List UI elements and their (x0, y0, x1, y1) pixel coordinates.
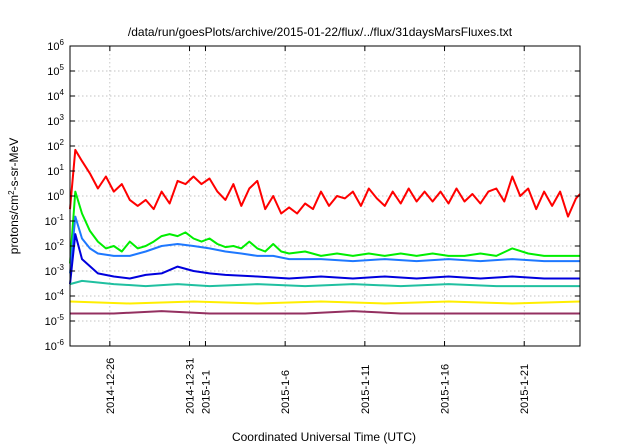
y-tick-label-exponent: 0 (60, 188, 65, 197)
x-tick-labels: 2014-12-26 2014-12-31 2015-1-1 2015-1-6 2015… (105, 358, 531, 414)
y-tick-label: 10-6 (45, 338, 65, 353)
y-tick-label-base: 10 (45, 341, 57, 353)
y-tick-label-base: 10 (45, 241, 57, 253)
y-tick-label-base: 10 (47, 41, 59, 53)
series-line-2 (69, 190, 580, 264)
x-tick-label: 2015-1-1 (200, 370, 212, 414)
y-tick-label-exponent: -4 (57, 288, 65, 297)
series-layer (69, 148, 581, 315)
y-tick-label: 10-2 (45, 238, 65, 253)
y-tick-label-exponent: -1 (57, 213, 65, 222)
y-tick-label-base: 10 (47, 141, 59, 153)
y-tick-label-exponent: -6 (57, 338, 65, 347)
series-line-7 (70, 310, 580, 315)
y-tick-label-exponent: 1 (60, 163, 65, 172)
y-tick-label-exponent: -3 (57, 263, 65, 272)
y-tick-label-base: 10 (45, 316, 57, 328)
y-tick-label-base: 10 (47, 116, 59, 128)
y-tick-label: 104 (47, 88, 64, 103)
y-tick-label: 10-4 (45, 288, 65, 303)
y-tick-labels: 10-610-510-410-310-210-11001011021031041… (45, 38, 65, 353)
y-tick-label-exponent: -5 (57, 313, 65, 322)
y-tick-label-exponent: -2 (57, 238, 65, 247)
y-tick-label-base: 10 (45, 291, 57, 303)
y-axis-label-pre: protons/cm (7, 195, 21, 254)
y-tick-label: 10-3 (45, 263, 65, 278)
series-line-1 (69, 148, 581, 218)
series-line-3 (69, 215, 580, 274)
x-axis-label: Coordinated Universal Time (UTC) (232, 430, 416, 444)
y-tick-label-base: 10 (47, 166, 59, 178)
y-tick-label-base: 10 (45, 216, 57, 228)
y-tick-label: 106 (47, 38, 64, 53)
y-tick-label: 100 (47, 188, 64, 203)
x-tick-label: 2014-12-31 (185, 358, 197, 414)
series-line-5 (69, 279, 580, 288)
y-axis-label-sup: 2 (7, 190, 16, 195)
x-tick-label: 2014-12-26 (105, 358, 117, 414)
y-tick-label: 101 (47, 163, 64, 178)
y-tick-label-base: 10 (47, 91, 59, 103)
x-tick-label: 2015-1-21 (519, 364, 531, 414)
y-tick-label-base: 10 (47, 191, 59, 203)
y-tick-label-exponent: 2 (60, 138, 65, 147)
series-line-6 (69, 300, 581, 305)
y-tick-label-base: 10 (47, 66, 59, 78)
y-tick-label: 105 (47, 63, 64, 78)
y-tick-label: 103 (47, 113, 64, 128)
chart-title: /data/run/goesPlots/archive/2015-01-22/f… (128, 25, 513, 39)
y-axis-label-post: -s-sr-MeV (7, 138, 21, 191)
x-tick-label: 2015-1-16 (440, 364, 452, 414)
y-tick-label: 10-1 (45, 213, 65, 228)
y-axis-label: protons/cm2-s-sr-MeV (7, 138, 22, 254)
y-tick-label-base: 10 (45, 266, 57, 278)
series-line-4 (69, 233, 580, 285)
ticks (70, 45, 580, 347)
y-tick-label-exponent: 3 (60, 113, 65, 122)
y-tick-label: 10-5 (45, 313, 65, 328)
y-tick-label-exponent: 6 (60, 38, 65, 47)
y-tick-label-exponent: 4 (60, 88, 65, 97)
y-tick-label-exponent: 5 (60, 63, 65, 72)
x-tick-label: 2015-1-6 (280, 370, 292, 414)
y-tick-label: 102 (47, 138, 64, 153)
x-tick-label: 2015-1-11 (360, 365, 372, 414)
